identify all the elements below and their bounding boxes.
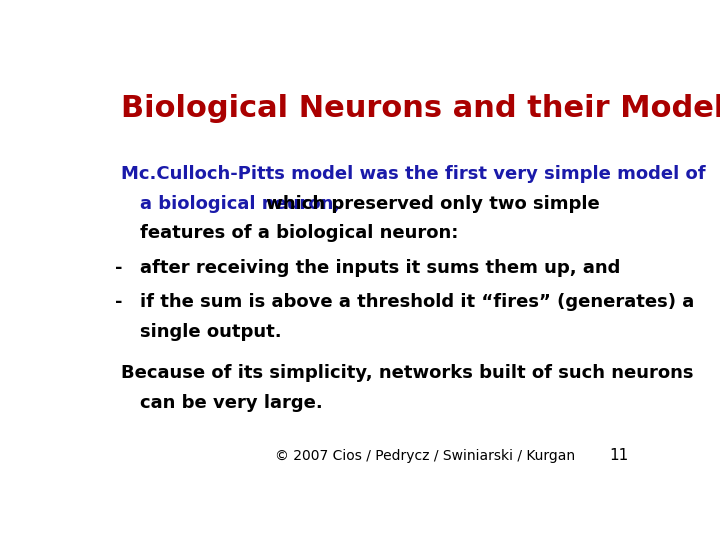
Text: can be very large.: can be very large. <box>140 394 323 412</box>
Text: which preserved only two simple: which preserved only two simple <box>260 194 600 213</box>
Text: -: - <box>115 259 122 276</box>
Text: a biological neuron,: a biological neuron, <box>140 194 341 213</box>
Text: 11: 11 <box>609 448 629 463</box>
Text: Biological Neurons and their Models: Biological Neurons and their Models <box>121 94 720 123</box>
Text: Because of its simplicity, networks built of such neurons: Because of its simplicity, networks buil… <box>121 364 693 382</box>
Text: after receiving the inputs it sums them up, and: after receiving the inputs it sums them … <box>140 259 621 276</box>
Text: features of a biological neuron:: features of a biological neuron: <box>140 225 459 242</box>
Text: single output.: single output. <box>140 322 282 341</box>
Text: © 2007 Cios / Pedrycz / Swiniarski / Kurgan: © 2007 Cios / Pedrycz / Swiniarski / Kur… <box>275 449 575 463</box>
Text: if the sum is above a threshold it “fires” (generates) a: if the sum is above a threshold it “fire… <box>140 293 695 310</box>
Text: -: - <box>115 293 122 310</box>
Text: Mc.Culloch-Pitts model was the first very simple model of: Mc.Culloch-Pitts model was the first ver… <box>121 165 706 183</box>
